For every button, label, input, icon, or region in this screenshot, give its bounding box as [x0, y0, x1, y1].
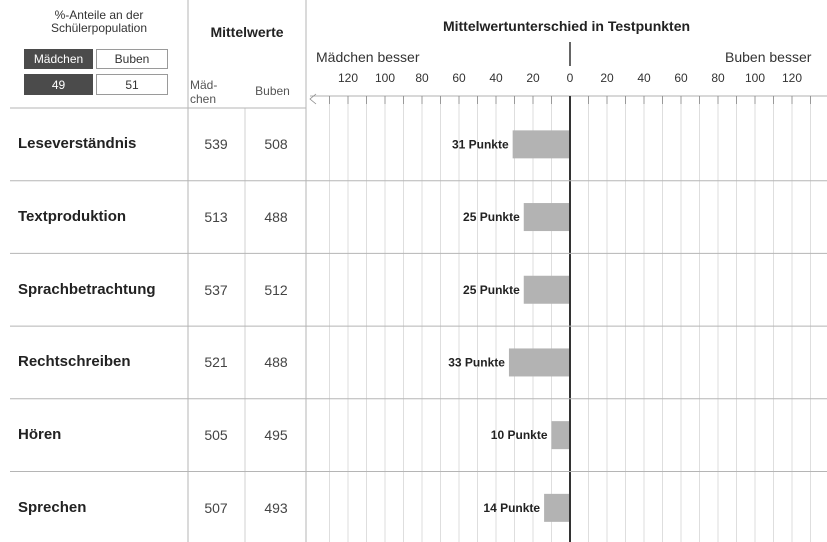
girls-better-label: Mädchen besser — [316, 49, 420, 65]
row-label: Sprachbetrachtung — [18, 280, 156, 298]
axis-arrow-left — [309, 93, 317, 105]
row-label: Textproduktion — [18, 208, 127, 226]
mean-maedchen: 513 — [204, 209, 228, 226]
population-title-line2: Schülerpopulation — [50, 21, 148, 35]
row-label: Leseverständnis — [18, 135, 137, 153]
bar-value-label: 25 Punkte — [463, 210, 520, 224]
x-tick-label: 80 — [415, 71, 429, 85]
bar-value-label: 31 Punkte — [452, 137, 509, 151]
bar-value-label: 14 Punkte — [483, 501, 540, 515]
x-tick-label: 60 — [674, 71, 688, 85]
row-label: Sprechen — [18, 498, 87, 516]
x-tick-label: 60 — [452, 71, 466, 85]
x-tick-label: 40 — [489, 71, 503, 85]
mean-maedchen: 521 — [204, 354, 228, 371]
mean-buben: 488 — [264, 354, 288, 371]
population-buben-label: Buben — [96, 49, 168, 69]
mean-maedchen: 505 — [204, 427, 228, 444]
row-label: Hören — [18, 426, 62, 444]
col-maedchen-header: Mäd- chen — [190, 78, 240, 106]
mean-buben: 495 — [264, 427, 288, 444]
x-tick-label: 40 — [637, 71, 651, 85]
x-tick-label: 80 — [711, 71, 725, 85]
bar — [544, 493, 569, 522]
x-tick-label: 120 — [782, 71, 802, 85]
x-tick-label: 0 — [567, 71, 574, 85]
mean-buben: 493 — [264, 499, 288, 516]
population-buben-value: 51 — [96, 74, 168, 95]
means-header: Mittelwerte — [210, 24, 284, 40]
mean-maedchen: 539 — [204, 136, 228, 153]
x-tick-label: 100 — [745, 71, 765, 85]
bar-value-label: 10 Punkte — [491, 428, 548, 442]
bar — [551, 421, 569, 450]
population-maedchen-label: Mädchen — [24, 49, 93, 69]
bar — [508, 348, 569, 377]
mean-buben: 508 — [264, 136, 288, 153]
row-label: Rechtschreiben — [18, 353, 131, 371]
x-tick-label: 100 — [375, 71, 395, 85]
mean-buben: 488 — [264, 209, 288, 226]
mean-maedchen: 537 — [204, 281, 228, 298]
mean-buben: 512 — [264, 281, 288, 298]
population-maedchen-value: 49 — [24, 74, 93, 95]
bar — [523, 203, 569, 232]
col-maedchen-header-line1: Mäd- — [190, 78, 218, 92]
x-tick-label: 20 — [526, 71, 540, 85]
x-tick-label: 120 — [338, 71, 358, 85]
bar — [512, 130, 569, 159]
x-tick-label: 20 — [600, 71, 614, 85]
bar-value-label: 25 Punkte — [463, 283, 520, 297]
population-title-line1: %-Anteile an der — [54, 8, 144, 22]
population-title: %-Anteile an der Schülerpopulation — [24, 9, 174, 35]
boys-better-label: Buben besser — [725, 49, 812, 65]
col-buben-header: Buben — [255, 84, 290, 98]
mean-maedchen: 507 — [204, 499, 228, 516]
bar-value-label: 33 Punkte — [448, 355, 505, 369]
difference-header: Mittelwertunterschied in Testpunkten — [442, 18, 691, 34]
bar — [523, 275, 569, 304]
col-maedchen-header-line2: chen — [190, 92, 217, 106]
